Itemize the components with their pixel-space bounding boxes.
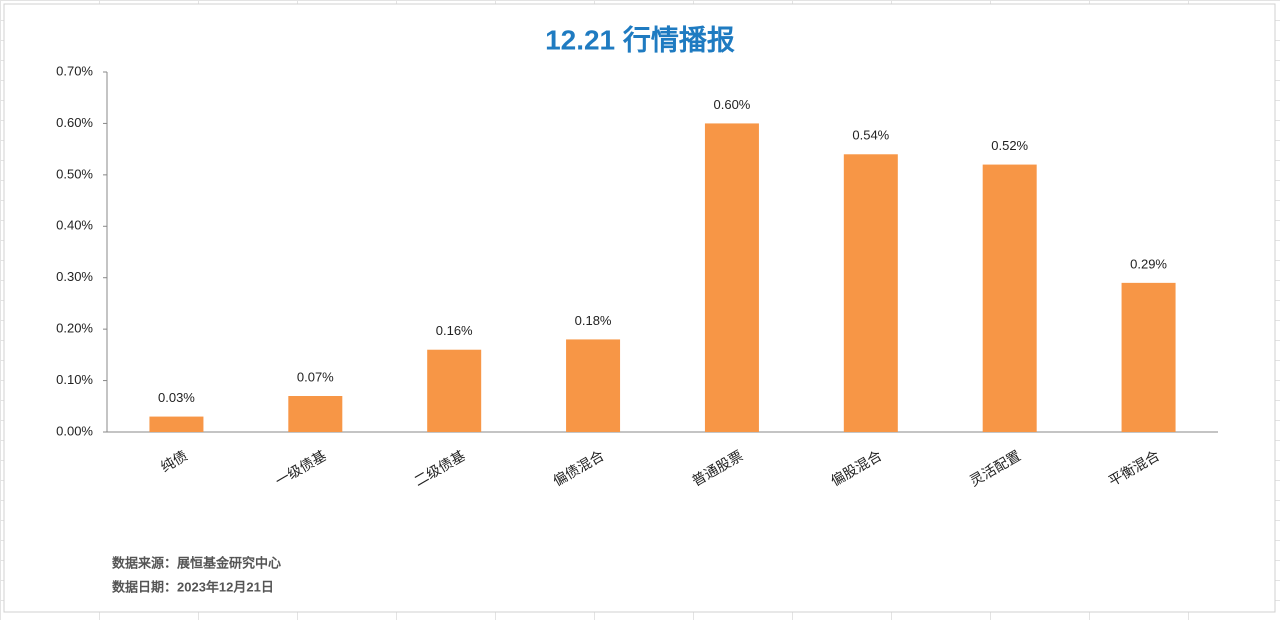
chart-area xyxy=(3,3,1276,613)
data-label: 0.07% xyxy=(297,369,334,384)
y-tick-label: 0.20% xyxy=(56,321,93,336)
bar xyxy=(288,396,343,432)
bar xyxy=(149,416,204,432)
bar xyxy=(1121,282,1176,432)
data-label: 0.18% xyxy=(575,313,612,328)
source-note: 数据来源：展恒基金研究中心 xyxy=(112,555,281,570)
data-label: 0.03% xyxy=(158,390,195,405)
data-label: 0.60% xyxy=(714,97,751,112)
bar xyxy=(566,339,621,432)
bar xyxy=(427,349,482,432)
y-tick-label: 0.40% xyxy=(56,218,93,233)
bar xyxy=(982,164,1037,433)
data-label: 0.54% xyxy=(852,128,889,143)
data-label: 0.29% xyxy=(1130,256,1167,271)
y-tick-label: 0.70% xyxy=(56,63,93,78)
y-tick-label: 0.00% xyxy=(56,423,93,438)
bar xyxy=(843,154,898,433)
date-note: 数据日期：2023年12月21日 xyxy=(112,579,274,594)
chart-title: 12.21 行情播报 xyxy=(545,23,735,55)
y-tick-label: 0.60% xyxy=(56,115,93,130)
bar xyxy=(704,123,759,432)
data-label: 0.52% xyxy=(991,138,1028,153)
data-label: 0.16% xyxy=(436,323,473,338)
y-tick-label: 0.10% xyxy=(56,372,93,387)
y-tick-label: 0.30% xyxy=(56,269,93,284)
y-tick-label: 0.50% xyxy=(56,166,93,181)
